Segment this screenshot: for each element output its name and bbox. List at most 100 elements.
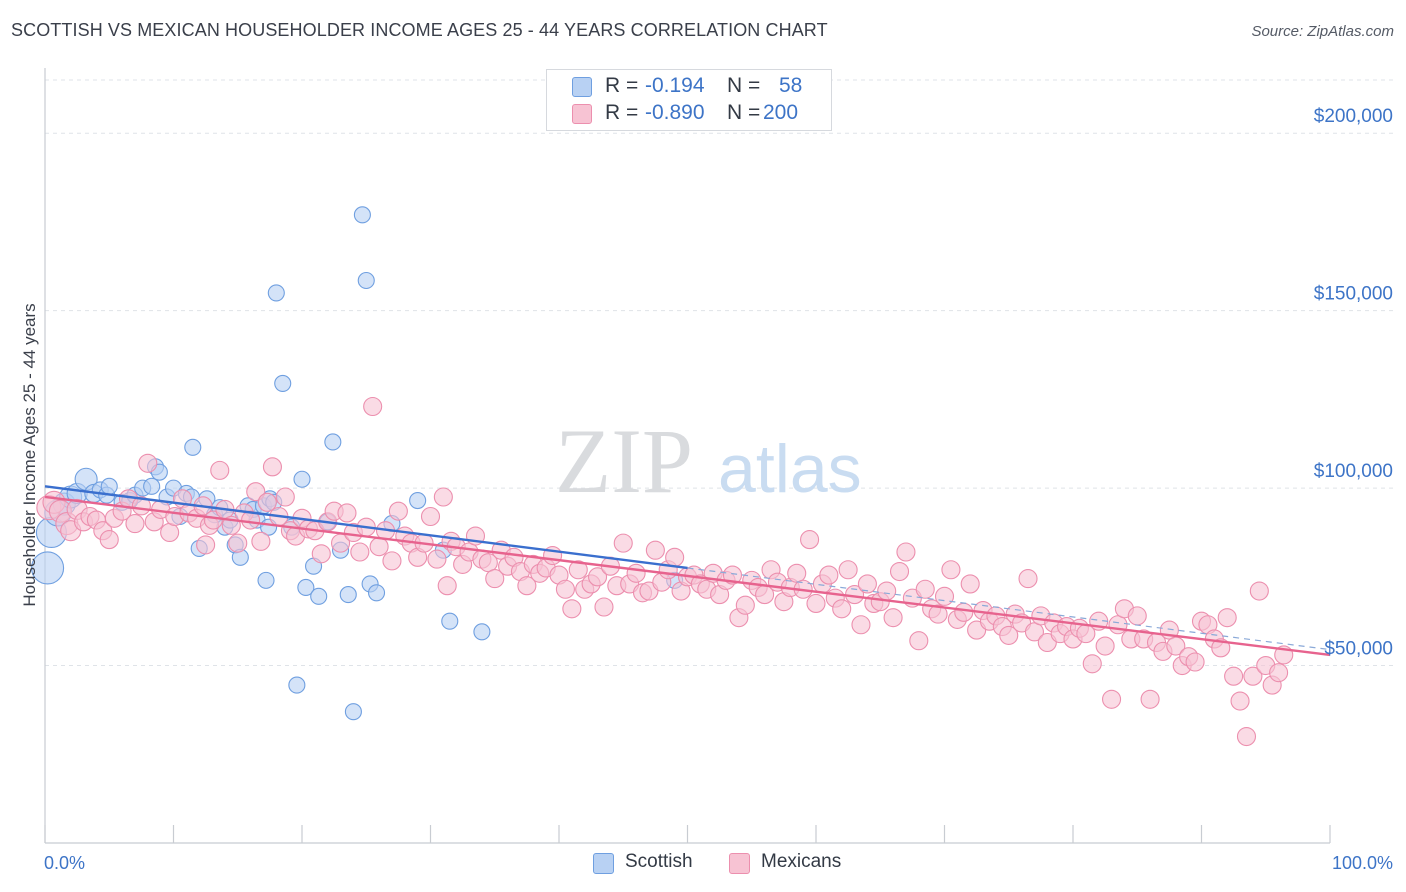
data-point bbox=[806, 593, 826, 614]
watermark-zip: ZIP bbox=[555, 410, 693, 512]
data-point bbox=[473, 623, 491, 641]
trendlines bbox=[44, 485, 1331, 657]
data-point bbox=[1269, 663, 1289, 683]
data-point bbox=[800, 530, 820, 550]
data-point bbox=[353, 206, 371, 224]
data-point bbox=[735, 595, 755, 615]
data-point bbox=[999, 625, 1019, 645]
trendline-scottish bbox=[44, 485, 688, 570]
data-point bbox=[485, 569, 505, 589]
data-point bbox=[1140, 689, 1160, 709]
data-point bbox=[310, 587, 328, 605]
data-point bbox=[960, 574, 980, 594]
data-point bbox=[367, 584, 386, 602]
data-point bbox=[251, 531, 271, 551]
mexicans-swatch bbox=[729, 853, 750, 874]
watermark: ZIP atlas bbox=[555, 410, 862, 512]
data-point bbox=[437, 576, 457, 596]
data-point bbox=[555, 579, 575, 599]
data-point bbox=[722, 565, 743, 585]
data-point bbox=[357, 271, 375, 290]
scottish-label: Scottish bbox=[625, 851, 693, 872]
scottish-swatch bbox=[572, 77, 592, 97]
y-axis-label: Householder Income Ages 25 - 44 years bbox=[20, 303, 39, 606]
data-point bbox=[1082, 654, 1102, 674]
data-point bbox=[388, 501, 408, 521]
y-tick-label: $150,000 bbox=[1314, 284, 1393, 305]
data-point bbox=[99, 530, 119, 550]
data-point bbox=[324, 433, 342, 451]
data-point bbox=[587, 567, 608, 587]
x-tick-label: 100.0% bbox=[1332, 853, 1393, 873]
r-value: -0.194 bbox=[645, 74, 705, 97]
data-point bbox=[1217, 608, 1237, 628]
data-point bbox=[344, 703, 362, 721]
data-point bbox=[1243, 666, 1263, 686]
data-point bbox=[645, 540, 665, 560]
mexicans-swatch bbox=[572, 104, 592, 124]
n-value: 200 bbox=[763, 101, 799, 124]
data-point bbox=[184, 438, 202, 456]
legend-row-scottish: R = -0.194 N = 58 bbox=[547, 74, 831, 100]
data-point bbox=[857, 574, 877, 594]
data-point bbox=[31, 551, 65, 585]
x-tick-label: 0.0% bbox=[44, 853, 85, 873]
data-point bbox=[1236, 726, 1257, 747]
data-point bbox=[832, 599, 852, 619]
data-point bbox=[1018, 569, 1038, 589]
source-note: Source: ZipAtlas.com bbox=[1251, 23, 1394, 40]
y-tick-label: $50,000 bbox=[1324, 639, 1393, 660]
data-point bbox=[433, 487, 453, 507]
y-tick-label: $200,000 bbox=[1314, 106, 1393, 127]
correlation-legend: R = -0.194 N = 58 R = -0.890 N = 200 bbox=[546, 69, 832, 131]
r-key: R = bbox=[605, 101, 639, 124]
data-point bbox=[1095, 636, 1115, 656]
data-point bbox=[339, 586, 357, 604]
watermark-atlas: atlas bbox=[718, 431, 862, 507]
data-point bbox=[257, 571, 275, 589]
data-point bbox=[337, 503, 357, 523]
data-point bbox=[441, 612, 459, 630]
mexicans-label: Mexicans bbox=[761, 851, 842, 872]
data-point bbox=[954, 602, 974, 622]
data-point bbox=[889, 561, 910, 582]
data-point bbox=[594, 597, 614, 617]
legend-row-mexicans: R = -0.890 N = 200 bbox=[547, 101, 831, 127]
data-point bbox=[297, 578, 315, 597]
data-point bbox=[1108, 615, 1128, 635]
data-point bbox=[909, 631, 929, 651]
trendline-scottish-extension bbox=[687, 567, 1331, 651]
data-point bbox=[427, 549, 447, 569]
data-point bbox=[210, 460, 230, 480]
data-point bbox=[1102, 689, 1122, 709]
data-point bbox=[1211, 638, 1231, 658]
series-mexicans bbox=[36, 396, 1294, 747]
data-point bbox=[363, 396, 383, 417]
trendline-mexicans bbox=[44, 495, 1331, 657]
data-point bbox=[228, 533, 248, 553]
data-point bbox=[143, 477, 161, 495]
n-key: N = bbox=[727, 74, 761, 97]
data-point bbox=[275, 487, 295, 507]
data-point bbox=[613, 533, 633, 553]
data-point bbox=[125, 514, 145, 534]
data-point bbox=[1224, 666, 1244, 686]
scottish-swatch bbox=[593, 853, 614, 874]
data-point bbox=[262, 457, 282, 477]
tick-labels: $50,000 $100,000 $150,000 $200,000 0.0% 100.0… bbox=[44, 106, 1393, 873]
data-point bbox=[851, 615, 871, 635]
data-point bbox=[1185, 652, 1205, 672]
data-point bbox=[1127, 606, 1147, 626]
data-point bbox=[934, 586, 955, 606]
data-point bbox=[1249, 581, 1269, 601]
data-point bbox=[517, 576, 537, 596]
data-point bbox=[928, 604, 948, 624]
data-point bbox=[562, 599, 582, 619]
data-point bbox=[819, 565, 839, 585]
data-point bbox=[877, 581, 897, 601]
data-point bbox=[665, 547, 685, 567]
data-point bbox=[267, 284, 285, 302]
data-point bbox=[382, 551, 402, 571]
data-point bbox=[409, 491, 427, 510]
